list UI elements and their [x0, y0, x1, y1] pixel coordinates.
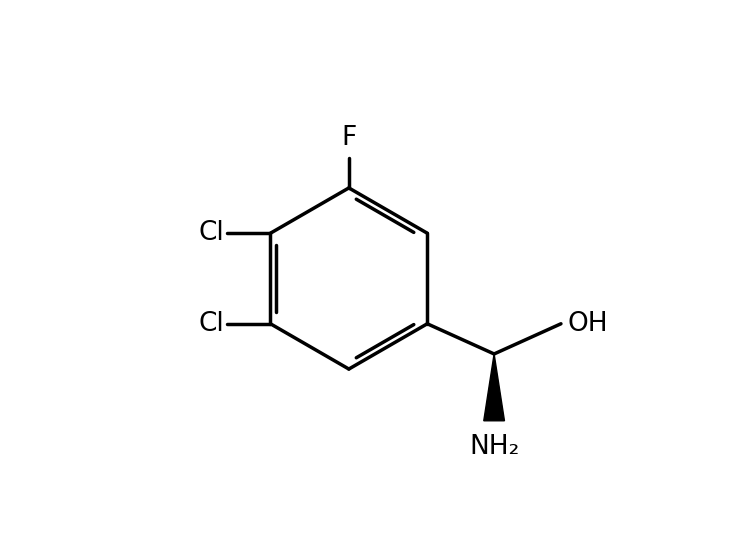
Text: OH: OH: [568, 311, 608, 337]
Text: Cl: Cl: [198, 220, 224, 246]
Polygon shape: [484, 354, 504, 421]
Text: F: F: [341, 125, 357, 151]
Text: NH₂: NH₂: [469, 433, 519, 460]
Text: Cl: Cl: [198, 311, 224, 337]
